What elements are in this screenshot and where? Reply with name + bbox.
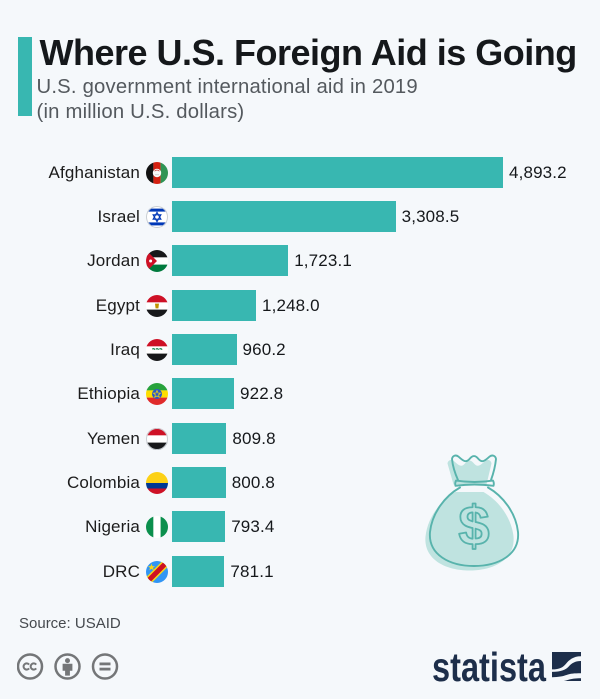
svg-text:statista: statista [432, 645, 547, 687]
svg-text:$: $ [458, 494, 489, 557]
